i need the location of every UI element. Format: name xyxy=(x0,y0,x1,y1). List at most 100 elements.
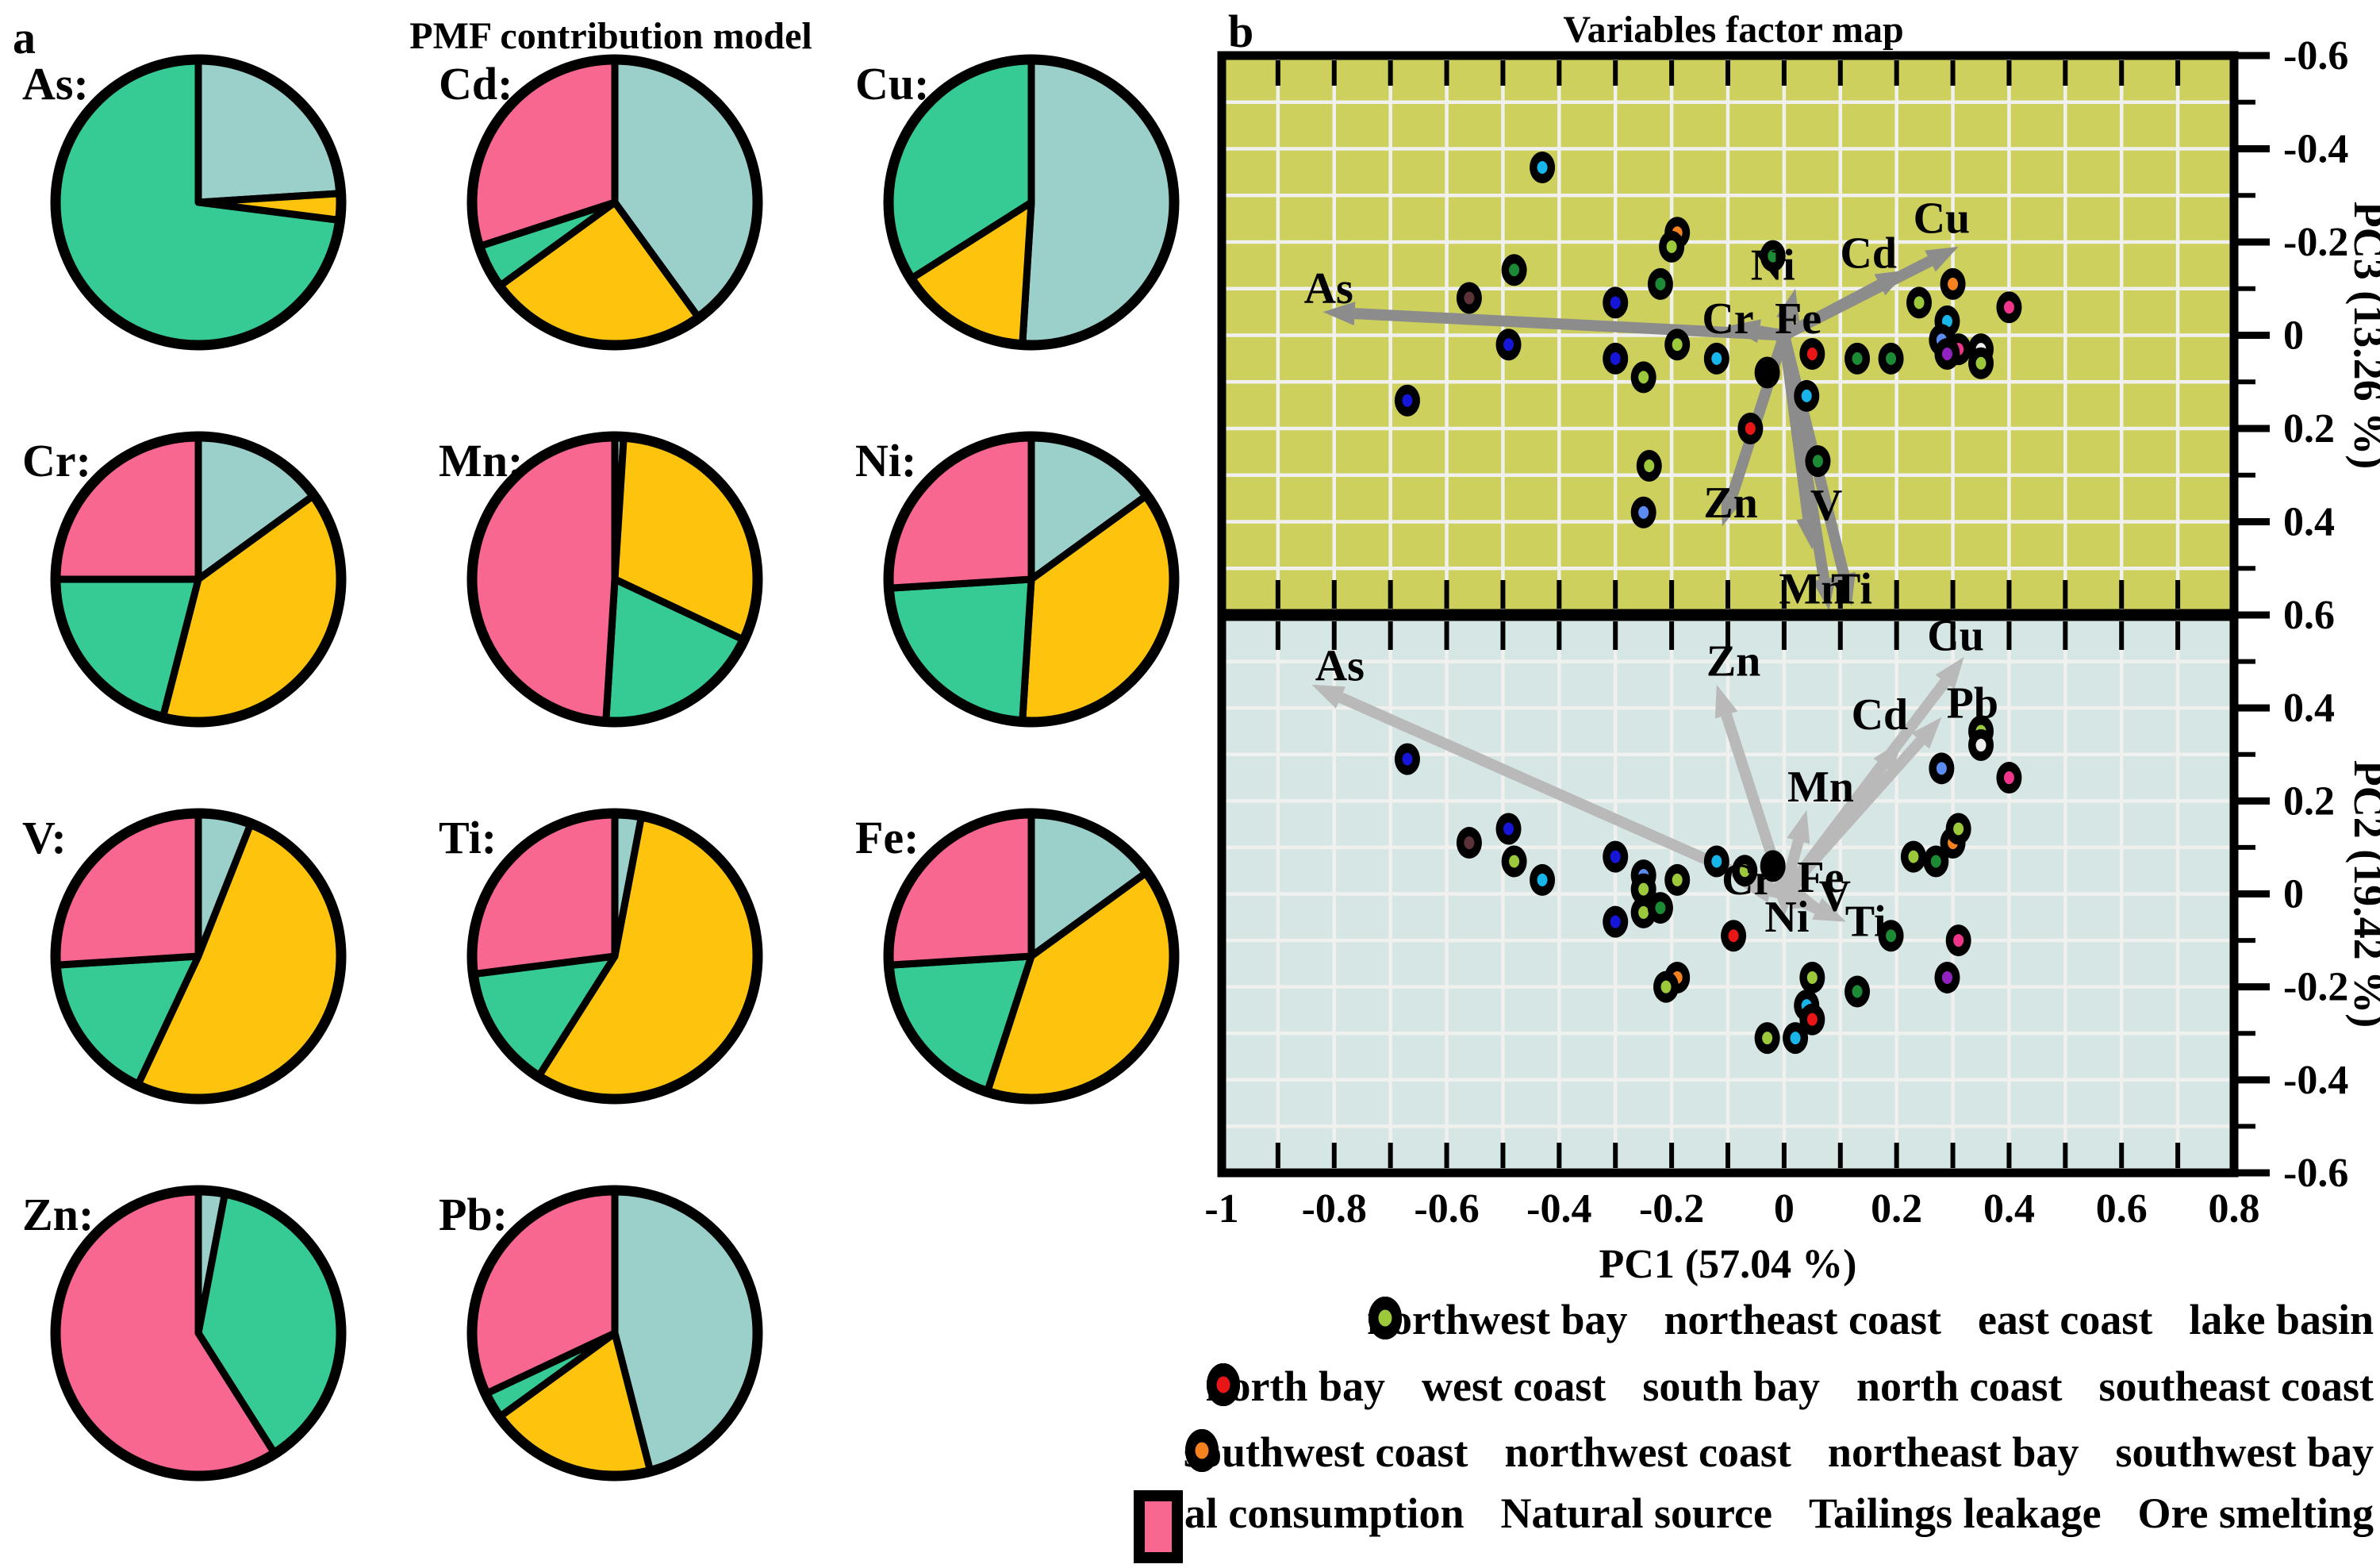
x-tick-label: -0.2 xyxy=(1639,1186,1704,1232)
legend-row-locations-1: northwest bay northeast coast east coast la… xyxy=(1367,1295,2374,1344)
sample-point xyxy=(1464,836,1475,850)
sample-point xyxy=(1975,356,1987,370)
sample-point xyxy=(1914,296,1925,309)
y-axis-title: PC2 (19.42 %) xyxy=(2345,760,2380,1028)
legend-item: Ore smelting xyxy=(1133,1489,2374,1563)
pie-metal-label: Cr: xyxy=(22,435,91,486)
variable-arrow xyxy=(1354,308,1785,341)
x-tick-label: -1 xyxy=(1204,1186,1238,1232)
variable-arrow-head xyxy=(1812,577,1836,611)
sample-point xyxy=(1745,422,1756,435)
sample-point xyxy=(1638,371,1649,384)
pie-metal-label: Fe: xyxy=(855,812,919,863)
sample-point xyxy=(1672,873,1683,886)
legend-item: north coast xyxy=(1207,1362,2063,1411)
pie-metal-label: Ti: xyxy=(439,812,497,863)
variable-label: As xyxy=(1315,641,1365,690)
legend-dot-icon xyxy=(1368,1297,1402,1339)
legend-item: northwest bay xyxy=(1367,1295,1628,1344)
legend-dot-icon xyxy=(1207,1363,1241,1406)
legend-label: southwest coast xyxy=(1183,1428,1468,1476)
pie-outline xyxy=(50,54,347,351)
y-tick-label: 0.2 xyxy=(2283,406,2335,452)
pie-outline xyxy=(50,431,347,728)
pie-metal-label: Zn: xyxy=(22,1189,94,1240)
sample-point xyxy=(1852,352,1863,365)
sample-point xyxy=(1806,1013,1818,1026)
legend-label: north coast xyxy=(1856,1362,2063,1410)
y-tick-label: -0.4 xyxy=(2283,1058,2348,1103)
pie-metal-label: As: xyxy=(22,58,89,110)
sample-point xyxy=(1402,752,1413,766)
x-tick-label: 0 xyxy=(1774,1186,1795,1232)
x-tick-label: 0.6 xyxy=(2096,1186,2148,1232)
pie-outline xyxy=(466,54,763,351)
pie-metal-label: Cd: xyxy=(439,58,512,110)
variable-label: Mn xyxy=(1779,565,1845,614)
legend-item: Tailings leakage xyxy=(1133,1489,2102,1563)
variable-arrow-head xyxy=(1874,270,1908,296)
variable-label: Cu xyxy=(1914,194,1971,244)
pie-metal-label: Ni: xyxy=(855,435,916,486)
legend-label: southwest bay xyxy=(2115,1428,2374,1476)
sample-point xyxy=(1768,859,1779,873)
pie-metal-label: Mn: xyxy=(439,435,523,486)
sample-point xyxy=(1762,366,1773,379)
sample-point xyxy=(1503,338,1514,352)
pie-outline xyxy=(466,808,763,1105)
sample-point xyxy=(2003,771,2014,785)
legend-item: northwest coast xyxy=(1184,1428,1791,1477)
panel-a-title: PMF contribution model xyxy=(409,15,812,57)
variable-arrow-head xyxy=(1728,319,1761,344)
variable-label: Pb xyxy=(1947,678,1998,728)
pie-outline xyxy=(50,808,347,1105)
legend-row-locations-2: north bay west coast south bay north coast s… xyxy=(1205,1362,2374,1411)
legend-item: southwest bay xyxy=(1184,1428,2374,1477)
variable-arrow-head xyxy=(1322,302,1356,326)
sample-point xyxy=(1953,934,1964,947)
y-tick-label: 0.2 xyxy=(2283,778,2335,824)
variable-label: V xyxy=(1810,481,1842,530)
legend-item: east coast xyxy=(1368,1295,2152,1344)
sample-point xyxy=(1948,277,1959,290)
variable-arrow xyxy=(1781,279,1883,340)
sample-point xyxy=(1655,277,1666,290)
sample-point xyxy=(1941,348,1952,360)
sample-point xyxy=(1886,352,1897,365)
y-tick-label: 0.4 xyxy=(2283,500,2335,545)
sample-point xyxy=(1886,929,1897,943)
sample-point xyxy=(1610,296,1621,309)
y-tick-label: 0.4 xyxy=(2283,686,2335,731)
legend-row-sources: Coal consumption Natural source Tailings l… xyxy=(1132,1489,2374,1563)
variable-label: Ti xyxy=(1831,565,1872,614)
variable-label: V xyxy=(1818,871,1850,920)
y-axis-title: PC3 (13.26 %) xyxy=(2345,202,2380,469)
pie-outline xyxy=(883,54,1180,351)
pie-outline xyxy=(466,431,763,728)
sample-point xyxy=(1610,352,1621,365)
variable-label: Cr xyxy=(1702,294,1753,344)
sample-point xyxy=(1537,161,1548,174)
sample-point xyxy=(1660,980,1672,993)
sample-point xyxy=(1655,901,1666,915)
sample-point xyxy=(1812,455,1823,468)
sample-point xyxy=(1509,855,1520,868)
y-tick-label: -0.6 xyxy=(2283,33,2348,79)
pie-outline xyxy=(50,1185,347,1482)
x-tick-label: 0.8 xyxy=(2209,1186,2260,1232)
y-tick-label: -0.2 xyxy=(2283,965,2348,1010)
pie-metal-label: V: xyxy=(22,812,67,863)
legend-label: northeast coast xyxy=(1664,1296,1941,1343)
x-tick-label: -0.6 xyxy=(1414,1186,1479,1232)
variable-label: Mn xyxy=(1787,763,1854,812)
y-tick-label: -0.4 xyxy=(2283,127,2348,172)
sample-point xyxy=(1936,762,1947,775)
sample-point xyxy=(1739,864,1750,878)
legend-item: lake basin xyxy=(1368,1295,2374,1344)
x-axis-title: PC1 (57.04 %) xyxy=(1599,1242,1857,1287)
sample-point xyxy=(1638,882,1649,896)
sample-point xyxy=(1953,822,1964,836)
pie-metal-label: Pb: xyxy=(439,1189,508,1240)
legend-item: west coast xyxy=(1207,1362,1606,1411)
